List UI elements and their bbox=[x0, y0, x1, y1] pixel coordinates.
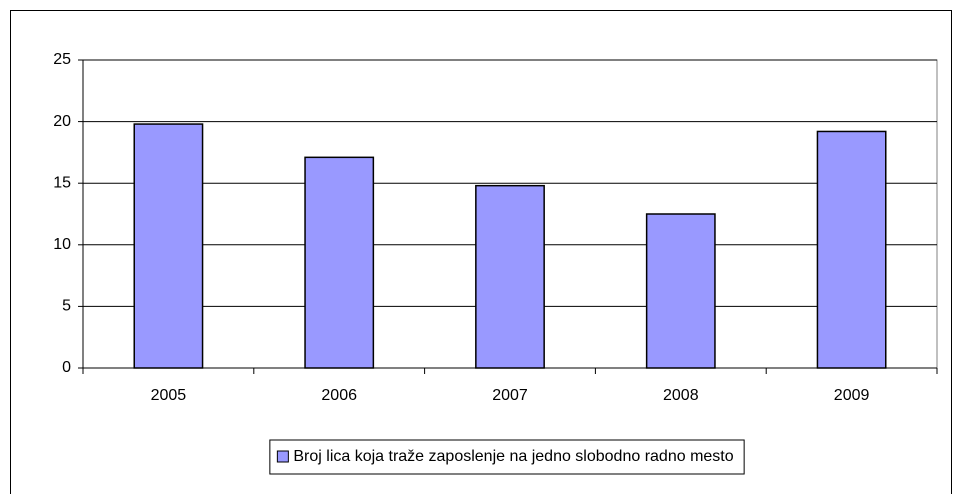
bar bbox=[475, 184, 545, 369]
bar bbox=[304, 156, 375, 369]
y-tick-label: 20 bbox=[53, 113, 71, 130]
legend-box bbox=[269, 439, 745, 475]
x-tick-label: 2008 bbox=[663, 387, 699, 404]
bar bbox=[645, 213, 716, 369]
y-tick-label: 10 bbox=[53, 236, 71, 253]
x-tick-label: 2009 bbox=[834, 387, 870, 404]
x-tick-label: 2006 bbox=[321, 387, 357, 404]
x-tick-label: 2007 bbox=[492, 387, 528, 404]
y-tick-label: 5 bbox=[62, 298, 71, 315]
legend-swatch bbox=[276, 450, 289, 463]
y-tick-label: 0 bbox=[62, 359, 71, 376]
y-tick-label: 15 bbox=[53, 174, 71, 191]
legend-label: Broj lica koja traže zaposlenje na jedno… bbox=[293, 448, 733, 465]
bar bbox=[133, 123, 204, 369]
bar bbox=[816, 130, 887, 369]
y-tick-label: 25 bbox=[53, 51, 71, 68]
x-tick-label: 2005 bbox=[151, 387, 187, 404]
